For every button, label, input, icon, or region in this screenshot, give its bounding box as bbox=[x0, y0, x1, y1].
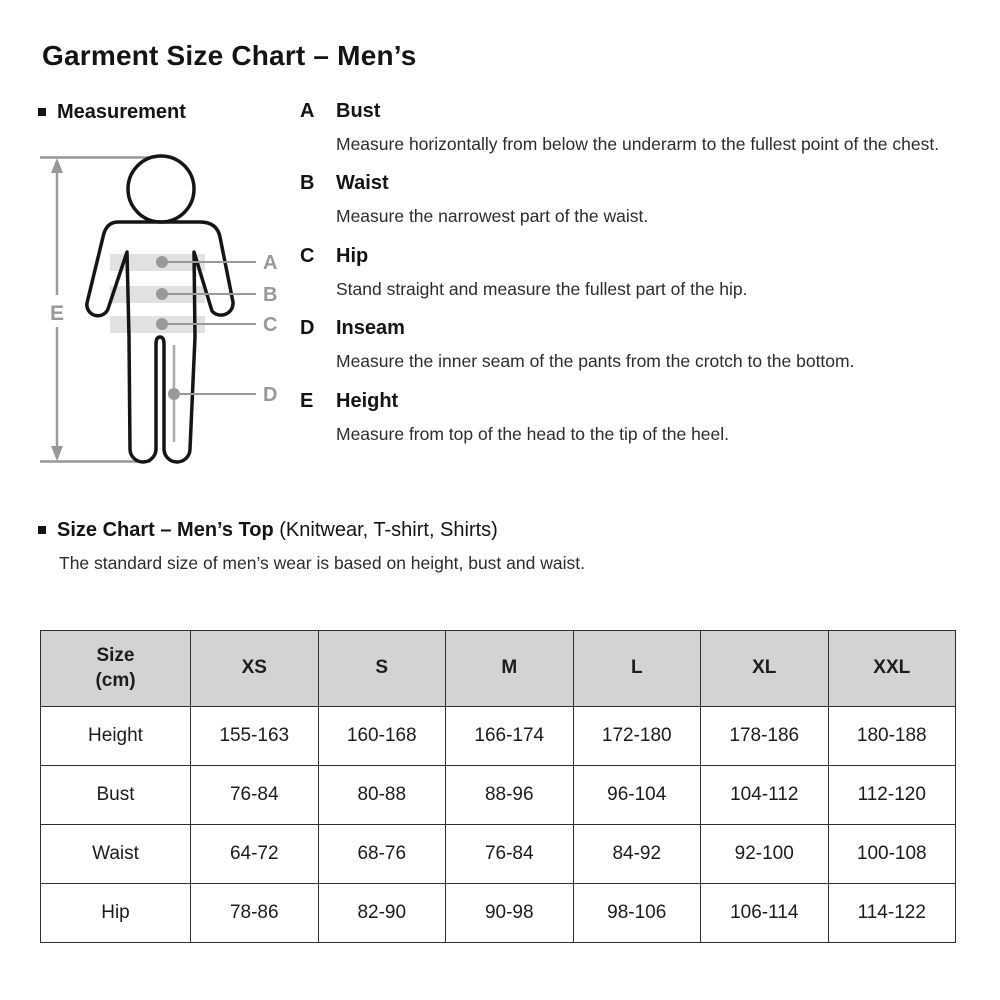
table-cell: 160-168 bbox=[317, 706, 446, 766]
size-chart-subtitle: The standard size of men’s wear is based… bbox=[59, 553, 585, 573]
row-label: Hip bbox=[40, 883, 191, 943]
size-chart-heading-bold: Size Chart – Men’s Top bbox=[57, 519, 274, 541]
table-row: Height 155-163 160-168 166-174 172-180 1… bbox=[40, 706, 956, 766]
row-label: Height bbox=[40, 706, 191, 766]
table-header-row: Size (cm) XS S M L XL XXL bbox=[40, 630, 956, 707]
table-row: Hip 78-86 82-90 90-98 98-106 106-114 114… bbox=[40, 883, 956, 943]
size-cm-header-cell: Size (cm) bbox=[40, 630, 191, 707]
table-cell: 180-188 bbox=[827, 706, 956, 766]
definition-letter: A bbox=[300, 100, 315, 122]
body-measurement-figure: E A B C D bbox=[40, 154, 277, 464]
definition-term: Waist bbox=[336, 172, 389, 195]
figure-label-waist: B bbox=[263, 284, 277, 306]
bust-point-dot bbox=[156, 256, 168, 268]
size-column-header: XS bbox=[190, 630, 319, 707]
table-cell: 114-122 bbox=[827, 883, 956, 943]
table-cell: 76-84 bbox=[445, 824, 574, 884]
table-cell: 106-114 bbox=[700, 883, 829, 943]
measurement-section-heading: Measurement bbox=[38, 101, 186, 124]
row-label: Waist bbox=[40, 824, 191, 884]
table-cell: 166-174 bbox=[445, 706, 574, 766]
bullet-square-icon bbox=[38, 526, 46, 534]
table-cell: 96-104 bbox=[572, 765, 701, 825]
table-cell: 92-100 bbox=[700, 824, 829, 884]
definition-description: Measure the inner seam of the pants from… bbox=[336, 351, 855, 372]
size-column-header: M bbox=[445, 630, 574, 707]
height-label-backing bbox=[43, 295, 71, 327]
definition-description: Stand straight and measure the fullest p… bbox=[336, 278, 748, 299]
figure-label-hip: C bbox=[263, 314, 277, 336]
table-cell: 88-96 bbox=[445, 765, 574, 825]
table-cell: 82-90 bbox=[317, 883, 446, 943]
figure-label-inseam: D bbox=[263, 384, 277, 406]
figure-label-bust: A bbox=[263, 252, 277, 274]
arrow-up-icon bbox=[51, 158, 63, 173]
size-column-header: S bbox=[317, 630, 446, 707]
definition-letter: E bbox=[300, 389, 314, 412]
measurement-definitions: A Bust Measure horizontally from below t… bbox=[300, 100, 948, 462]
figure-body-outline bbox=[85, 220, 235, 464]
hip-point-dot bbox=[156, 318, 168, 330]
measurement-heading-label: Measurement bbox=[57, 101, 186, 123]
inseam-point-dot bbox=[168, 388, 180, 400]
table-cell: 84-92 bbox=[572, 824, 701, 884]
waist-point-dot bbox=[156, 288, 168, 300]
size-column-header: L bbox=[572, 630, 701, 707]
table-row: Waist 64-72 68-76 76-84 84-92 92-100 100… bbox=[40, 824, 956, 884]
size-chart-heading-normal: (Knitwear, T-shirt, Shirts) bbox=[273, 519, 498, 541]
bullet-square-icon bbox=[38, 108, 46, 116]
table-cell: 178-186 bbox=[700, 706, 829, 766]
row-label: Bust bbox=[40, 765, 191, 825]
table-cell: 172-180 bbox=[572, 706, 701, 766]
page-title: Garment Size Chart – Men’s bbox=[42, 40, 417, 71]
table-cell: 78-86 bbox=[190, 883, 319, 943]
table-cell: 104-112 bbox=[700, 765, 829, 825]
definition-term: Height bbox=[336, 389, 399, 412]
figure-head bbox=[126, 154, 196, 224]
definition-item: A Bust Measure horizontally from below t… bbox=[300, 100, 948, 157]
definition-letter: D bbox=[300, 317, 315, 340]
size-column-header: XL bbox=[700, 630, 829, 707]
table-cell: 90-98 bbox=[445, 883, 574, 943]
figure-label-height: E bbox=[50, 302, 64, 325]
definition-letter: C bbox=[300, 244, 315, 267]
table-cell: 112-120 bbox=[827, 765, 956, 825]
table-cell: 68-76 bbox=[317, 824, 446, 884]
size-column-header: XXL bbox=[827, 630, 956, 707]
definition-item: E Height Measure from top of the head to… bbox=[300, 390, 948, 447]
definition-item: C Hip Stand straight and measure the ful… bbox=[300, 245, 948, 302]
definition-description: Measure the narrowest part of the waist. bbox=[336, 206, 649, 227]
arrow-down-icon bbox=[51, 446, 63, 461]
size-chart-table: Size (cm) XS S M L XL XXL Height 155-163… bbox=[40, 630, 956, 943]
definition-description: Measure from top of the head to the tip … bbox=[336, 423, 730, 444]
table-cell: 80-88 bbox=[317, 765, 446, 825]
table-cell: 64-72 bbox=[190, 824, 319, 884]
definition-letter: B bbox=[300, 172, 315, 195]
definition-term: Inseam bbox=[336, 317, 405, 340]
table-cell: 100-108 bbox=[827, 824, 956, 884]
table-cell: 98-106 bbox=[572, 883, 701, 943]
table-cell: 155-163 bbox=[190, 706, 319, 766]
size-chart-section-heading: Size Chart – Men’s Top (Knitwear, T-shir… bbox=[38, 519, 498, 542]
table-cell: 76-84 bbox=[190, 765, 319, 825]
definition-term: Bust bbox=[336, 100, 381, 122]
definition-item: B Waist Measure the narrowest part of th… bbox=[300, 172, 948, 229]
definition-term: Hip bbox=[336, 244, 369, 267]
definition-description: Measure horizontally from below the unde… bbox=[336, 134, 940, 154]
table-row: Bust 76-84 80-88 88-96 96-104 104-112 11… bbox=[40, 765, 956, 825]
definition-item: D Inseam Measure the inner seam of the p… bbox=[300, 317, 948, 374]
